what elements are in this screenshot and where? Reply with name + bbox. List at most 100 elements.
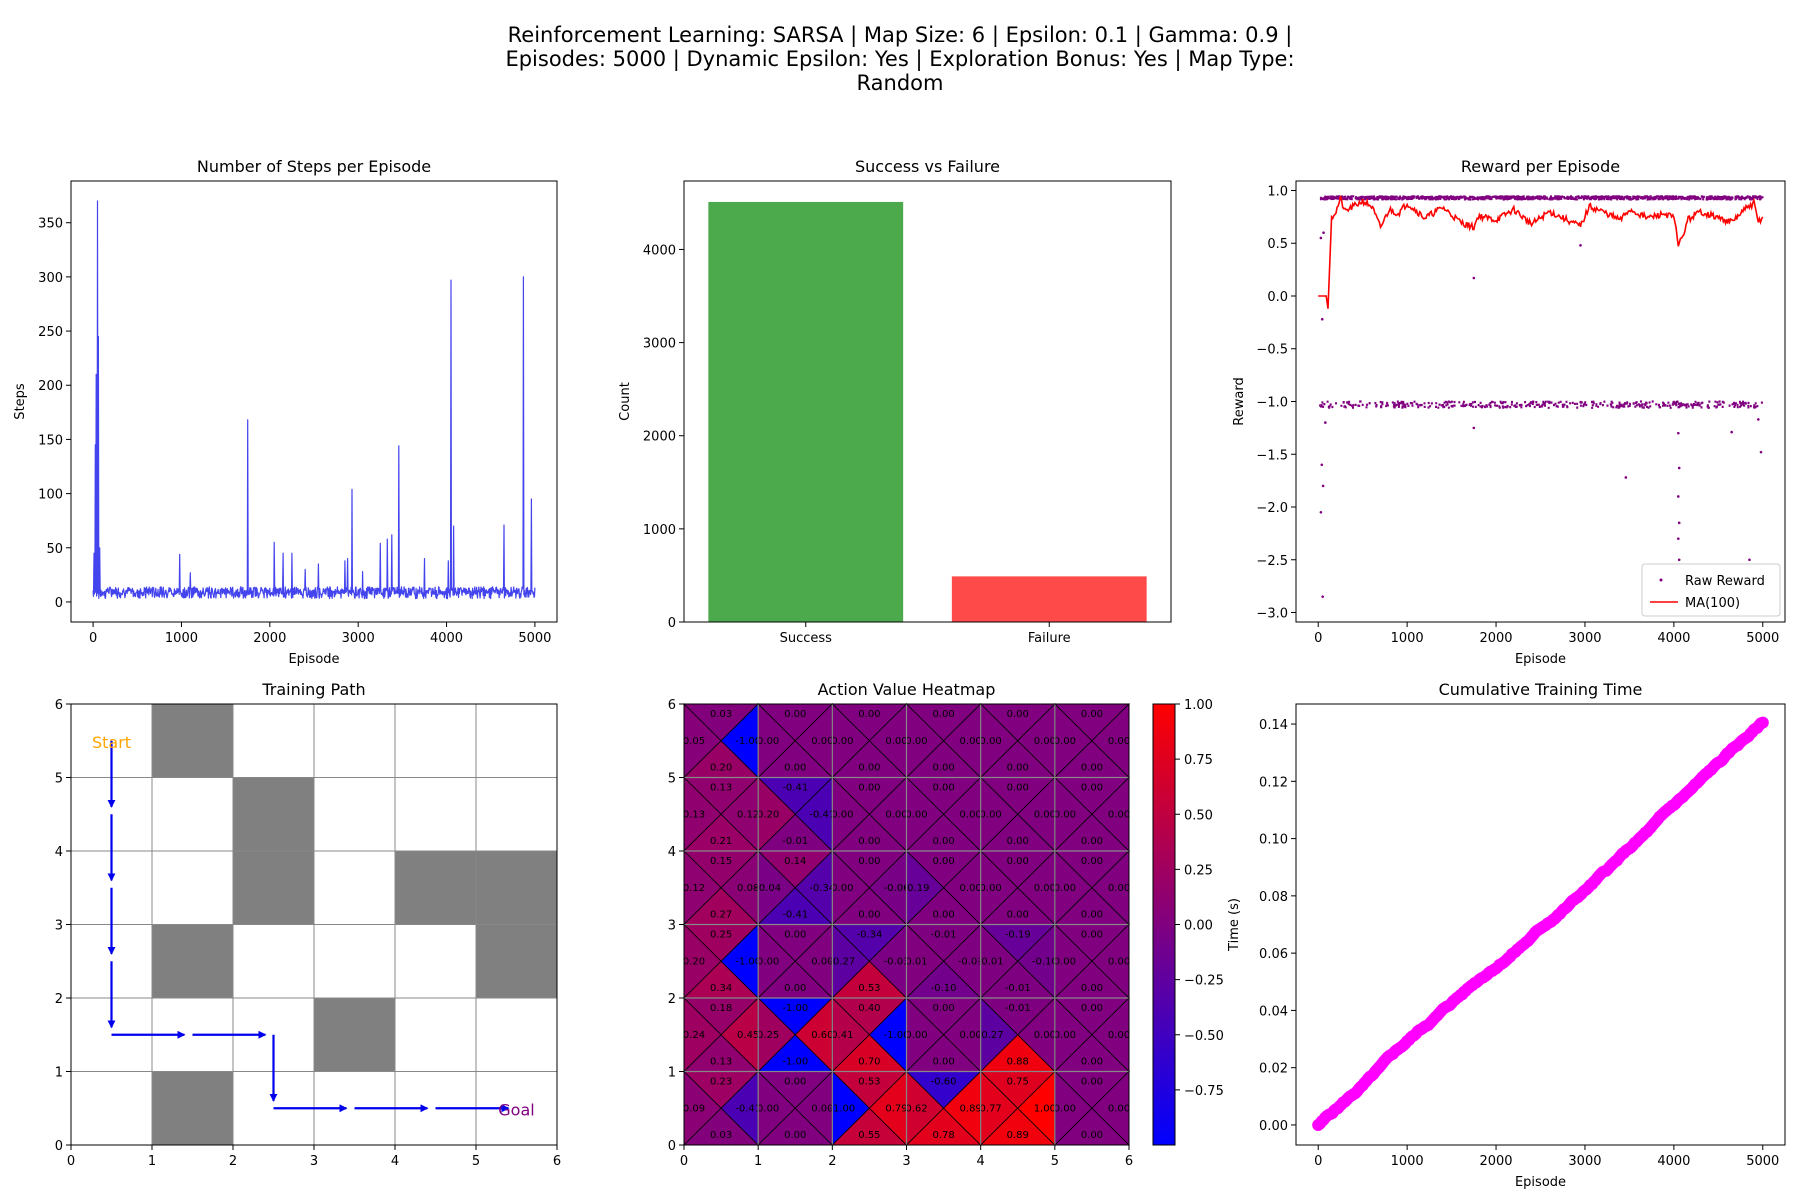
q-value-label: 0.34 <box>710 983 732 994</box>
q-value-label: 0.00 <box>1034 809 1056 820</box>
q-value-label: 0.00 <box>932 910 954 921</box>
x-tick-label: 1000 <box>1391 631 1424 646</box>
x-tick-label: 4 <box>391 1154 399 1169</box>
y-axis-label: Count <box>618 382 633 421</box>
y-tick-label: 0.06 <box>1259 947 1288 962</box>
x-tick-label: 5 <box>472 1154 480 1169</box>
q-value-label: 0.00 <box>757 1103 779 1114</box>
y-tick-label: 0.14 <box>1259 718 1288 733</box>
q-value-label: 0.00 <box>1007 783 1029 794</box>
colorbar-tick-label: 0.50 <box>1184 808 1213 823</box>
raw-reward-outlier-point <box>1472 276 1476 280</box>
q-value-label: 0.77 <box>980 1103 1002 1114</box>
q-value-label: 0.13 <box>710 783 732 794</box>
y-tick-label: 0 <box>55 1139 63 1154</box>
y-tick-label: −3.0 <box>1256 607 1288 622</box>
raw-reward-outlier-point <box>1759 450 1763 454</box>
raw-reward-outlier-point <box>1677 521 1681 525</box>
y-tick-label: 3 <box>55 919 63 934</box>
q-value-label: 0.20 <box>710 763 732 774</box>
obstacle-cell <box>152 924 233 998</box>
y-tick-label: 200 <box>38 379 63 394</box>
legend-box <box>1641 563 1781 617</box>
q-value-label: 0.00 <box>960 883 982 894</box>
q-value-label: -0.10 <box>931 983 957 994</box>
start-label: Start <box>92 733 131 752</box>
y-tick-label: 6 <box>668 698 676 713</box>
q-value-label: 0.00 <box>980 883 1002 894</box>
q-value-label: 0.00 <box>1081 709 1103 720</box>
category-label: Success <box>780 631 833 646</box>
y-tick-label: 5 <box>668 772 676 787</box>
x-tick-label: 5000 <box>1746 1154 1779 1169</box>
q-value-label: 0.00 <box>905 809 927 820</box>
q-value-label: 0.00 <box>858 836 880 847</box>
q-value-label: 0.89 <box>1007 1130 1029 1141</box>
q-value-label: -0.34 <box>856 930 882 941</box>
q-value-label: 0.00 <box>1108 736 1130 747</box>
q-value-label: 0.78 <box>932 1130 954 1141</box>
q-value-label: 0.00 <box>1108 883 1130 894</box>
obstacle-cell <box>314 998 395 1072</box>
q-value-label: 0.00 <box>1034 883 1056 894</box>
q-value-label: 0.00 <box>858 856 880 867</box>
y-tick-label: 0.0 <box>1267 290 1288 305</box>
reward-chart: 0 1000 2000 3000 4000 5000 1.0 0.5 0.0 −0.5 −1.0 −1… <box>1232 157 1786 667</box>
q-value-label: 0.00 <box>905 736 927 747</box>
q-value-label: 0.00 <box>1034 1030 1056 1041</box>
steps-chart: 0 1000 2000 3000 4000 5000 0 50 100 150 200 250 300 3… <box>13 157 558 667</box>
y-tick-label: 4 <box>55 845 63 860</box>
q-value-label: -0.01 <box>1005 983 1031 994</box>
raw-reward-outlier-point <box>1677 537 1680 540</box>
x-tick-label: 2 <box>828 1154 836 1169</box>
q-value-label: 0.00 <box>1007 763 1029 774</box>
q-value-label: 0.00 <box>811 736 833 747</box>
raw-reward-outlier-point <box>1677 558 1681 562</box>
raw-reward-outlier-point <box>1624 476 1628 479</box>
q-value-label: 0.00 <box>905 1030 927 1041</box>
x-tick-label: 4 <box>977 1154 985 1169</box>
y-tick-label: 3000 <box>643 337 676 352</box>
axes-frame <box>70 180 558 623</box>
x-tick-label: 3000 <box>1568 631 1601 646</box>
q-value-label: 0.12 <box>683 883 705 894</box>
raw-reward-outlier-point <box>1322 231 1325 234</box>
q-value-label: 1.00 <box>1034 1103 1056 1114</box>
colorbar-tick-label: −0.75 <box>1184 1084 1224 1099</box>
y-tick-label: 150 <box>38 433 63 448</box>
q-value-label: 0.00 <box>1081 910 1103 921</box>
axes-frame <box>683 180 1172 623</box>
q-value-label: 0.23 <box>710 1077 732 1088</box>
q-value-label: 0.00 <box>1054 1030 1076 1041</box>
y-tick-label: 3 <box>668 919 676 934</box>
q-value-label: 0.00 <box>932 856 954 867</box>
x-tick-label: 3000 <box>1568 1154 1601 1169</box>
q-value-label: 0.00 <box>980 809 1002 820</box>
training-path-chart: Start Goal 0 1 2 3 4 5 6 0 1 2 3 4 5 6 Training Path <box>55 680 561 1169</box>
q-value-label: 0.00 <box>960 809 982 820</box>
obstacle-cell <box>233 777 314 851</box>
q-value-label: 0.05 <box>683 736 705 747</box>
heatmap-colorbar: 1.00 0.75 0.50 0.25 0.00 −0.25 −0.50 −0.75 <box>1152 698 1224 1146</box>
q-value-label: 0.00 <box>1034 736 1056 747</box>
q-value-label: 0.00 <box>811 1103 833 1114</box>
y-axis-label: Steps <box>13 383 28 420</box>
q-value-label: 0.00 <box>932 836 954 847</box>
success-failure-chart: Success Failure 0 1000 2000 3000 4000 Success v… <box>618 157 1172 646</box>
x-tick-label: 4000 <box>430 631 463 646</box>
q-value-label: 0.00 <box>932 709 954 720</box>
suptitle-line-3: Random <box>857 71 944 95</box>
legend-raw-reward-marker <box>1659 578 1663 582</box>
q-value-label: 0.00 <box>831 809 853 820</box>
x-tick-label: 2000 <box>1479 1154 1512 1169</box>
q-value-label: -0.41 <box>735 1103 761 1114</box>
x-tick-label: 1 <box>148 1154 156 1169</box>
q-value-label: -0.10 <box>1032 956 1058 967</box>
x-tick-label: 5000 <box>518 631 551 646</box>
y-tick-label: 250 <box>38 325 63 340</box>
q-value-label: 0.09 <box>683 1103 705 1114</box>
q-value-label: 0.00 <box>1054 1103 1076 1114</box>
q-value-label: 0.00 <box>932 783 954 794</box>
q-value-label: -0.04 <box>755 883 781 894</box>
q-value-label: 0.00 <box>858 763 880 774</box>
